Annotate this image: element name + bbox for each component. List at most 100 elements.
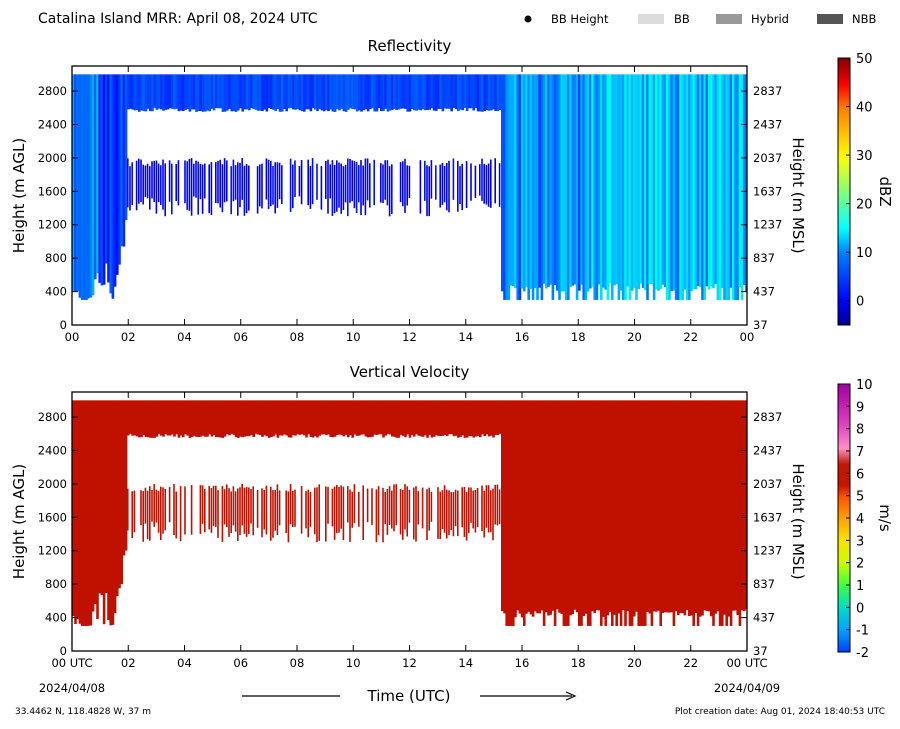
middle-layer-bar: [278, 162, 281, 200]
field-column: [96, 74, 99, 274]
y2-tick-label: 1637: [753, 510, 782, 524]
upper-layer-bar: [461, 74, 464, 111]
upper-layer-bar: [382, 400, 385, 438]
field-column: [619, 400, 623, 626]
field-column: [538, 74, 541, 288]
field-column: [608, 74, 612, 284]
y2-tick-label: 2037: [753, 151, 782, 165]
upper-layer-bar: [327, 400, 330, 435]
middle-layer-bar: [274, 489, 276, 531]
middle-layer-bar: [175, 164, 177, 202]
field-column: [743, 74, 746, 286]
field-column: [105, 400, 108, 593]
field-column: [573, 400, 577, 610]
middle-layer-bar: [476, 488, 479, 528]
middle-layer-bar: [217, 160, 219, 204]
field-column: [679, 74, 682, 300]
upper-layer-bar: [426, 400, 429, 438]
upper-layer-bar: [314, 74, 317, 110]
field-column: [738, 74, 742, 287]
field-column: [89, 74, 93, 298]
upper-layer-bar: [193, 74, 196, 110]
upper-layer-bar: [179, 400, 183, 436]
field-column: [120, 74, 123, 247]
field-column: [628, 400, 632, 626]
field-column: [564, 400, 568, 626]
field-column: [562, 74, 566, 292]
upper-layer-bar: [353, 400, 357, 435]
field-column: [670, 400, 673, 613]
upper-layer-bar: [465, 74, 469, 111]
upper-layer-bar: [419, 400, 423, 437]
y2-tick-label: 2037: [753, 477, 782, 491]
upper-layer-bar: [283, 74, 286, 109]
field-column: [725, 74, 728, 300]
upper-layer-bar: [450, 400, 453, 435]
upper-layer-bar: [164, 74, 167, 110]
field-column: [602, 400, 605, 617]
middle-layer-bar: [177, 160, 180, 206]
middle-layer-bar: [138, 158, 140, 204]
field-column: [124, 400, 128, 551]
y2-tick-label: 2437: [753, 117, 782, 131]
field-column: [696, 400, 700, 626]
field-column: [567, 400, 570, 626]
upper-layer-bar: [452, 400, 456, 437]
upper-layer-bar: [435, 400, 438, 436]
middle-layer-bar: [351, 160, 353, 202]
middle-layer-bar: [243, 165, 246, 216]
middle-layer-bar: [479, 164, 481, 196]
field-column: [710, 74, 713, 287]
middle-layer-bar: [399, 489, 402, 535]
field-column: [732, 400, 735, 611]
upper-layer-bar: [492, 74, 495, 110]
middle-layer-bar: [342, 166, 345, 210]
colorbar-tick-label: 1: [856, 579, 864, 594]
field-column: [611, 74, 614, 300]
y-tick-label: 2400: [38, 443, 67, 457]
middle-layer-bar: [327, 486, 329, 524]
middle-layer-bar: [160, 165, 162, 206]
middle-layer-bar: [265, 158, 268, 200]
y-tick-label: 1200: [38, 218, 67, 232]
middle-layer-bar: [395, 484, 397, 526]
middle-layer-bar: [483, 490, 485, 538]
upper-layer-bar: [457, 400, 460, 438]
middle-layer-bar: [188, 158, 191, 211]
field-column: [503, 400, 506, 614]
field-column: [94, 400, 97, 605]
upper-layer-bar: [278, 74, 282, 112]
field-column: [578, 74, 581, 291]
colorbar-label: dBZ: [876, 176, 894, 206]
middle-layer-bar: [305, 491, 307, 529]
upper-layer-bar: [270, 74, 273, 110]
middle-layer-bar: [417, 491, 419, 525]
field-column: [591, 400, 594, 612]
field-column: [124, 74, 128, 221]
upper-layer-bar: [388, 400, 392, 435]
field-column: [683, 400, 687, 616]
upper-layer-bar: [448, 74, 451, 109]
upper-layer-bar: [428, 400, 431, 435]
field-column: [98, 74, 101, 283]
middle-layer-bar: [131, 162, 133, 206]
upper-layer-bar: [259, 74, 262, 111]
upper-layer-bar: [127, 74, 130, 110]
middle-layer-bar: [300, 160, 303, 205]
middle-layer-bar: [311, 158, 314, 205]
y2-tick-label: 837: [753, 251, 775, 265]
middle-layer-bar: [173, 483, 175, 535]
upper-layer-bar: [184, 74, 187, 110]
upper-layer-bar: [201, 74, 205, 112]
field-column: [714, 400, 717, 614]
upper-layer-bar: [439, 400, 442, 436]
upper-layer-bar: [329, 74, 332, 110]
upper-layer-bar: [386, 74, 390, 112]
upper-layer-bar: [472, 400, 475, 438]
field-column: [668, 74, 671, 300]
field-column: [727, 74, 731, 300]
legend-swatch: [638, 14, 664, 24]
field-column: [701, 400, 704, 616]
middle-layer-bar: [347, 486, 349, 523]
field-column: [630, 74, 634, 291]
